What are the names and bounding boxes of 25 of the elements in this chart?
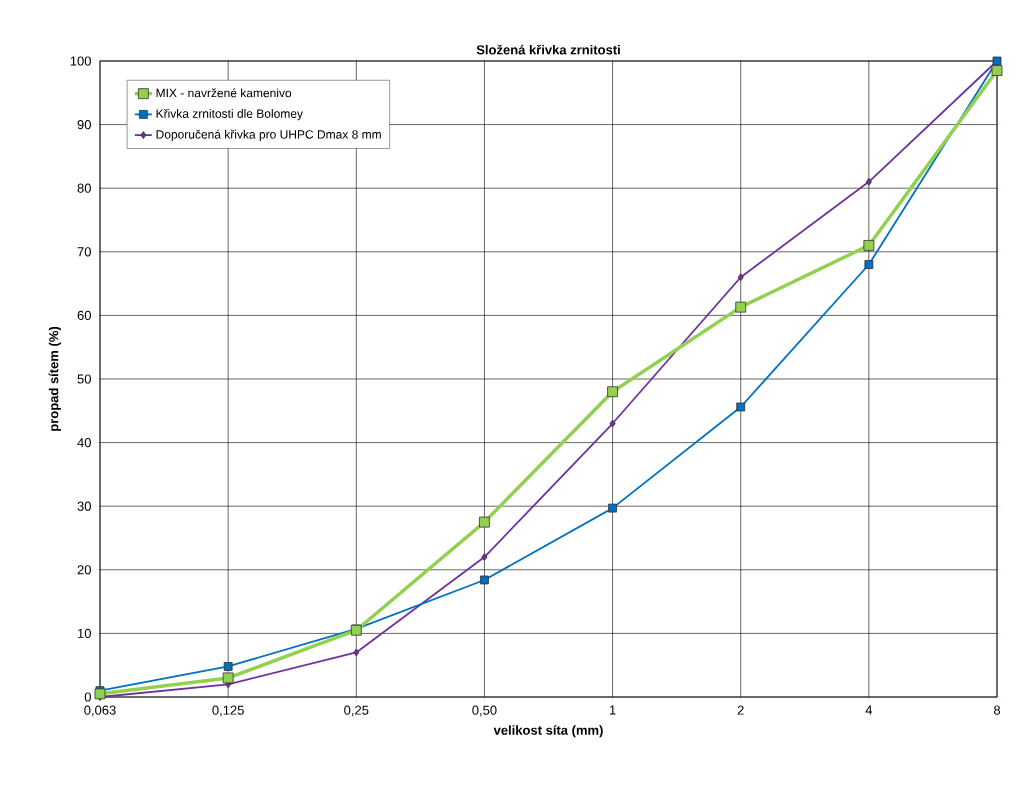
- y-tick-label: 40: [77, 437, 91, 448]
- x-axis-title: velikost síta (mm): [493, 725, 603, 738]
- x-tick-label: 0,50: [472, 705, 497, 717]
- y-tick-label: 0: [84, 692, 91, 702]
- y-tick-label: 60: [77, 310, 91, 320]
- legend-label: MIX - navržené kamenivo: [156, 88, 292, 98]
- y-tick-label: 80: [77, 183, 91, 193]
- y-tick-label: 10: [77, 628, 91, 638]
- x-tick-label: 4: [865, 705, 873, 715]
- y-tick-label: 30: [77, 501, 91, 511]
- legend-label: Křivka zrnitosti dle Bolomey: [156, 109, 303, 121]
- y-tick-label: 20: [77, 565, 91, 575]
- x-tick-label: 2: [737, 705, 744, 715]
- x-tick-label: 1: [609, 705, 616, 715]
- y-tick-label: 70: [77, 247, 91, 257]
- y-tick-label: 90: [77, 119, 91, 130]
- y-tick-label: 100: [70, 56, 91, 66]
- x-tick-label: 8: [993, 705, 1001, 715]
- legend-label: Doporučená křivka pro UHPC Dmax 8 mm: [156, 129, 381, 142]
- y-axis-title: propad sítem (%): [48, 326, 61, 431]
- x-tick-label: 0,063: [84, 705, 116, 717]
- y-tick-label: 50: [77, 374, 91, 384]
- x-tick-label: 0,125: [212, 705, 244, 717]
- x-tick-label: 0,25: [344, 705, 369, 717]
- chart-title: Složená křivka zrnitosti: [476, 44, 620, 55]
